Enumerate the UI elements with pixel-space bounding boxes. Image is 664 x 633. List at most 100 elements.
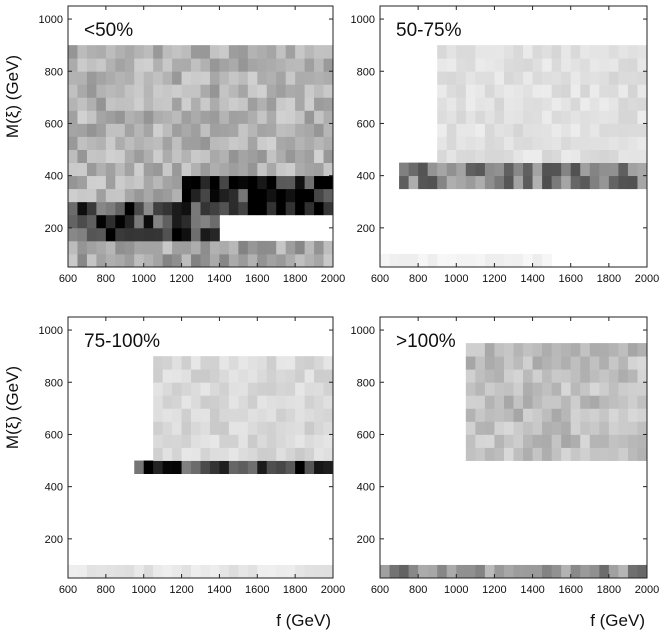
- heatmap-cell: [323, 253, 334, 268]
- heatmap-cell: [162, 97, 173, 111]
- heatmap-cell: [561, 369, 572, 383]
- heatmap-cell: [618, 45, 629, 59]
- heatmap-cell: [399, 175, 410, 190]
- heatmap-cell: [172, 253, 182, 268]
- heatmap-cell: [257, 110, 268, 124]
- heatmap-cell: [181, 434, 192, 448]
- heatmap-cell: [124, 123, 135, 137]
- heatmap-cell: [542, 253, 553, 268]
- heatmap-cell: [608, 175, 619, 190]
- heatmap-cell: [494, 408, 505, 422]
- heatmap-cell: [399, 564, 410, 579]
- heatmap-cell: [475, 408, 486, 422]
- heatmap-cell: [134, 214, 145, 229]
- y-tick-label: 400: [45, 171, 63, 183]
- heatmap-cell: [561, 421, 572, 435]
- heatmap-cell: [191, 84, 201, 98]
- heatmap-cell: [551, 382, 562, 396]
- heatmap-cell: [523, 447, 533, 461]
- heatmap-cell: [162, 149, 173, 163]
- heatmap-cell: [580, 564, 591, 579]
- heatmap-cell: [532, 356, 543, 370]
- heatmap-cell: [191, 188, 201, 203]
- heatmap-cell: [570, 84, 581, 98]
- heatmap-cell: [551, 45, 562, 59]
- heatmap-cell: [228, 123, 239, 137]
- heatmap-cell: [153, 434, 164, 448]
- heatmap-cell: [86, 45, 97, 59]
- heatmap-cell: [285, 447, 296, 461]
- heatmap-cell: [532, 58, 543, 72]
- heatmap-cell: [162, 136, 173, 150]
- heatmap-cell: [181, 71, 192, 85]
- heatmap-cell: [503, 149, 514, 163]
- y-tick-label: 1000: [39, 14, 63, 26]
- heatmap-cell: [266, 136, 277, 150]
- heatmap-cell: [143, 227, 154, 242]
- heatmap-cell: [191, 58, 201, 72]
- heatmap-cell: [637, 149, 648, 163]
- heatmap-cell: [580, 434, 591, 448]
- heatmap-cell: [418, 162, 429, 177]
- heatmap-cell: [627, 434, 638, 448]
- heatmap-cell: [105, 201, 116, 216]
- heatmap-cell: [162, 188, 173, 203]
- heatmap-cell: [266, 123, 277, 137]
- heatmap-cell: [503, 175, 514, 190]
- heatmap-cell: [200, 240, 211, 255]
- heatmap-cell: [314, 240, 324, 255]
- heatmap-cell: [580, 447, 591, 461]
- heatmap-cell: [295, 84, 305, 98]
- heatmap-cell: [172, 175, 182, 190]
- heatmap-cell: [134, 97, 145, 111]
- heatmap-cell: [494, 123, 505, 137]
- heatmap-cell: [238, 162, 249, 177]
- heatmap-cell: [437, 149, 448, 163]
- heatmap-cell: [266, 240, 277, 255]
- heatmap-cell: [427, 564, 438, 579]
- heatmap-cell: [570, 408, 581, 422]
- heatmap-cell: [285, 84, 296, 98]
- heatmap-cell: [86, 71, 97, 85]
- heatmap-cell: [181, 188, 192, 203]
- heatmap-cell: [446, 175, 457, 190]
- heatmap-cell: [162, 71, 173, 85]
- heatmap-cell: [465, 136, 476, 150]
- x-tick-label: 2000: [321, 584, 345, 596]
- heatmap-cell: [276, 97, 287, 111]
- heatmap-cell: [618, 71, 629, 85]
- x-tick-label: 1600: [558, 273, 582, 285]
- heatmap-cell: [266, 162, 277, 177]
- heatmap-cell: [494, 369, 505, 383]
- heatmap-cell: [513, 84, 524, 98]
- heatmap-cell: [503, 447, 514, 461]
- heatmap-cell: [561, 408, 572, 422]
- heatmap-cell: [172, 240, 182, 255]
- heatmap-cell: [181, 136, 192, 150]
- heatmap-cell: [513, 162, 524, 177]
- heatmap-cell: [484, 97, 495, 111]
- heatmap-cell: [276, 149, 287, 163]
- heatmap-cell: [323, 123, 334, 137]
- heatmap-cell: [124, 149, 135, 163]
- heatmap-cell: [247, 136, 258, 150]
- x-tick-label: 800: [97, 584, 115, 596]
- heatmap-cell: [561, 97, 572, 111]
- heatmap-cell: [115, 162, 126, 177]
- heatmap-cell: [523, 45, 533, 59]
- heatmap-cell: [570, 564, 581, 579]
- heatmap-cell: [627, 149, 638, 163]
- heatmap-cell: [247, 240, 258, 255]
- heatmap-cell: [96, 162, 107, 177]
- heatmap-cell: [172, 395, 182, 409]
- heatmap-cell: [295, 45, 305, 59]
- heatmap-cell: [153, 110, 164, 124]
- heatmap-cell: [523, 123, 533, 137]
- heatmap-cell: [627, 421, 638, 435]
- heatmap-cell: [589, 369, 600, 383]
- heatmap-cell: [446, 84, 457, 98]
- heatmap-cell: [191, 240, 201, 255]
- heatmap-cell: [323, 175, 334, 190]
- heatmap-cell: [314, 434, 324, 448]
- heatmap-cell: [637, 58, 648, 72]
